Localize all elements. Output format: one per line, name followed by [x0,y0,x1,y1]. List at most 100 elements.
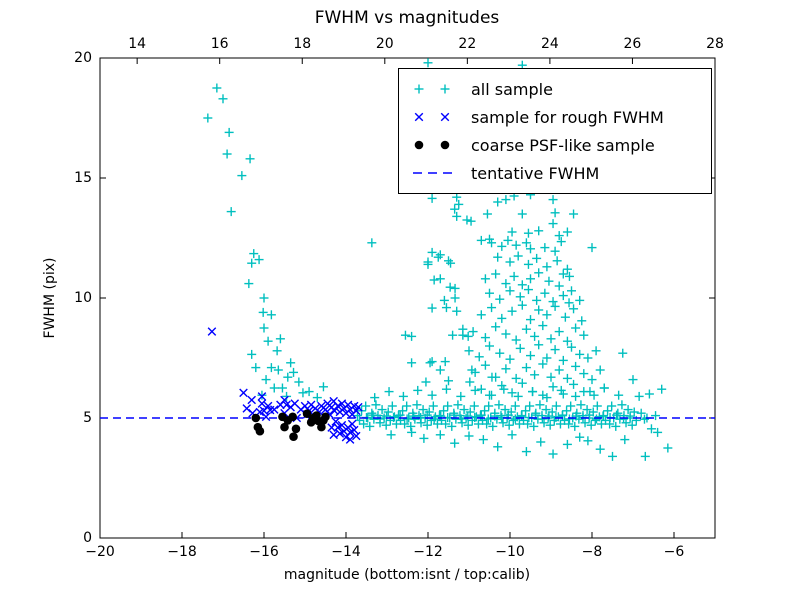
plus-marker [523,259,533,269]
plus-marker [269,383,279,393]
plus-marker [318,382,328,392]
plus-marker [539,418,549,428]
legend: all sample sample for rough FWHM coarse … [398,68,712,194]
plus-marker [463,331,473,341]
plus-marker [497,313,507,323]
dot-marker [291,424,301,434]
plus-marker [575,295,585,305]
y-tick-label: 20 [74,50,92,66]
plus-marker [439,406,449,416]
plus-marker [482,209,492,219]
plus-marker [569,379,579,389]
plus-marker [459,405,469,415]
plus-marker [476,235,486,245]
plus-marker [359,419,369,429]
x-marker [354,402,363,412]
plus-marker [485,341,494,351]
plus-marker [538,390,548,400]
plus-marker [491,322,501,332]
plus-marker [441,303,451,313]
plus-marker [571,323,581,333]
plus-marker [580,418,590,428]
dot-marker [319,416,328,425]
plus-marker [587,375,597,385]
plus-marker [485,234,494,244]
plus-marker [304,387,314,397]
plus-marker [530,331,540,341]
x-marker-icon [414,112,450,122]
plus-marker [538,359,548,369]
dot-marker [288,412,298,422]
plus-marker [389,412,399,422]
plus-marker [571,391,581,401]
plus-marker [447,421,457,431]
x-marker [347,419,357,429]
plus-marker [494,400,504,410]
plus-marker [545,420,555,430]
x-top-tick-label: 20 [375,36,394,52]
plus-marker [419,433,429,443]
legend-label: sample for rough FWHM [471,107,664,127]
plus-marker [427,390,437,400]
plus-marker [387,401,397,411]
plus-marker [618,348,628,358]
plus-marker [495,348,505,358]
plus-marker [277,383,287,393]
plus-marker [275,334,285,344]
plus-marker [513,391,523,401]
plus-marker [532,295,542,305]
plus-marker [542,310,552,320]
plus-marker [454,199,464,209]
plus-marker [423,257,433,267]
plus-marker [542,262,552,272]
x-top-tick-label: 26 [623,36,642,52]
plus-marker [507,227,517,237]
plus-marker [579,387,589,397]
legend-entry-all-sample: all sample [407,75,711,103]
plus-marker [579,369,589,379]
plus-marker [523,228,533,238]
plus-marker [375,414,385,424]
plus-marker [521,238,531,248]
plus-marker [463,420,473,430]
plus-marker [550,301,560,311]
plus-marker [505,354,515,364]
plus-marker [446,258,456,268]
plus-marker [532,253,542,263]
x-top-tick-label: 22 [458,36,477,52]
plus-marker [439,295,449,305]
plus-marker [493,442,503,452]
dot-marker [414,140,424,150]
plus-marker [625,411,635,421]
plus-marker [562,336,572,346]
plus-marker [263,336,273,346]
plus-marker [526,315,535,325]
plus-marker [505,286,515,296]
plus-marker [367,408,377,418]
plus-marker [427,357,437,367]
plus-marker [530,370,540,380]
plus-marker [294,377,304,387]
x-marker [207,327,217,336]
x-marker [269,405,279,414]
plus-marker [386,430,396,440]
plus-marker [503,235,513,245]
plus-marker [569,209,579,219]
plus-marker [490,411,500,421]
plus-marker [558,355,568,365]
x-marker [345,428,355,437]
x-marker [257,392,267,401]
plus-marker [493,197,503,207]
x-bottom-tick-label: −12 [413,544,443,560]
plus-marker [487,303,497,313]
plus-marker [562,406,572,416]
plus-marker [507,306,517,316]
plus-marker [456,414,466,424]
plus-marker [535,400,545,410]
plus-marker [289,367,299,377]
plus-marker [523,419,533,429]
plus-marker [441,384,451,394]
plus-marker [414,84,424,94]
